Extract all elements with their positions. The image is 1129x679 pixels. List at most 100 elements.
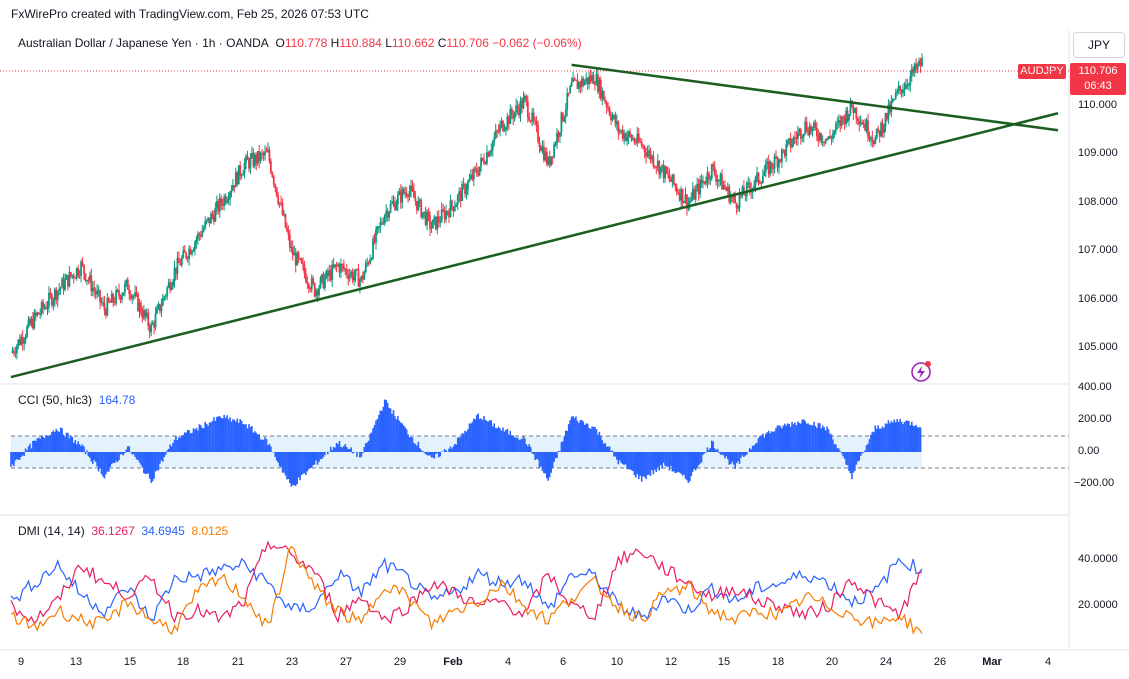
- candle-body: [665, 166, 668, 174]
- candle-body: [897, 85, 900, 91]
- cci-bar: [71, 437, 74, 452]
- cci-bar: [642, 452, 644, 477]
- dmi-series-0: [10, 556, 923, 621]
- candle-body: [126, 279, 129, 290]
- cci-tick: −200.00: [1074, 477, 1115, 489]
- cci-bar: [675, 452, 678, 473]
- candle-body: [220, 198, 223, 205]
- candle-body: [129, 294, 132, 299]
- candle-body: [759, 182, 761, 184]
- cci-legend: CCI (50, hlc3) 164.78: [18, 393, 135, 407]
- candle-body: [610, 114, 612, 121]
- cci-bar: [616, 452, 618, 460]
- candle-body: [921, 57, 923, 67]
- plus-di-value: 36.1267: [91, 524, 135, 538]
- cci-bar: [141, 452, 144, 468]
- cci-bar: [110, 452, 113, 465]
- candle-body: [591, 74, 593, 82]
- candle-body: [321, 274, 323, 278]
- cci-bar: [654, 452, 656, 470]
- candle-body: [185, 252, 188, 258]
- candle-body: [797, 132, 799, 139]
- candle-body: [905, 84, 907, 90]
- cci-bar: [518, 439, 520, 452]
- candle-body: [401, 188, 404, 203]
- cci-bar: [915, 424, 917, 452]
- cci-bar: [274, 452, 277, 457]
- cci-bar: [87, 452, 90, 457]
- cci-bar: [185, 432, 187, 452]
- close-label: C: [437, 36, 447, 50]
- candle-body: [338, 264, 341, 273]
- cci-bar: [319, 452, 322, 460]
- cci-bar: [655, 452, 658, 473]
- cci-bar: [563, 436, 566, 452]
- candle-body: [614, 115, 617, 125]
- candle-body: [484, 163, 487, 165]
- candle-body: [77, 268, 80, 276]
- candle-body: [424, 211, 427, 225]
- candle-body: [357, 269, 360, 287]
- candle-body: [221, 204, 224, 206]
- candle-body: [226, 200, 228, 203]
- candle-body: [792, 137, 795, 144]
- cci-bar: [205, 423, 208, 452]
- candle-body: [802, 133, 805, 137]
- open-label: O: [275, 36, 285, 50]
- cci-bar: [448, 448, 450, 452]
- cci-bar: [160, 452, 163, 461]
- cci-bar: [148, 452, 151, 479]
- candle-body: [637, 133, 640, 142]
- cci-bar: [715, 450, 717, 452]
- candle-body: [191, 251, 193, 255]
- cci-bar: [598, 431, 601, 452]
- cci-bar: [424, 452, 427, 455]
- cci-bar: [585, 423, 588, 452]
- cci-bar: [254, 431, 256, 452]
- candle-body: [13, 350, 15, 353]
- candle-body: [462, 184, 465, 186]
- cci-bar: [524, 438, 526, 452]
- cci-bar: [778, 425, 780, 452]
- cci-bar: [17, 452, 20, 460]
- cci-bar: [99, 452, 101, 469]
- price-candles: [11, 53, 923, 360]
- candle-body: [96, 290, 99, 295]
- cci-bar: [868, 439, 871, 452]
- candle-body: [138, 303, 141, 312]
- candle-body: [164, 295, 167, 297]
- candle-body: [655, 166, 658, 168]
- candle-body: [859, 122, 862, 125]
- cci-bar: [673, 452, 675, 472]
- candle-body: [502, 120, 504, 132]
- candle-body: [250, 153, 253, 158]
- cci-bar: [808, 424, 811, 452]
- candle-body: [900, 89, 903, 94]
- candle-body: [537, 125, 539, 142]
- high-label: H: [330, 36, 340, 50]
- currency-button[interactable]: JPY: [1073, 32, 1125, 58]
- candle-body: [694, 188, 697, 200]
- cci-bar: [305, 452, 307, 475]
- candle-body: [870, 137, 872, 140]
- cci-bar: [491, 426, 494, 452]
- candle-body: [556, 132, 558, 145]
- cci-bar: [370, 432, 373, 452]
- lightning-icon[interactable]: [911, 361, 931, 382]
- cci-bar: [909, 425, 912, 452]
- candle-body: [732, 195, 735, 197]
- cci-bar: [55, 428, 58, 452]
- cci-bar: [875, 428, 878, 452]
- cci-bar: [732, 452, 735, 465]
- candle-body: [662, 164, 665, 179]
- cci-bar: [299, 452, 301, 481]
- cci-bar: [731, 452, 734, 462]
- cci-bar: [770, 431, 773, 452]
- candle-body: [121, 295, 123, 300]
- candle-body: [618, 131, 621, 133]
- candle-body: [265, 151, 268, 153]
- candle-body: [267, 149, 269, 152]
- minus-di-value: 34.6945: [141, 524, 185, 538]
- candle-body: [669, 179, 672, 182]
